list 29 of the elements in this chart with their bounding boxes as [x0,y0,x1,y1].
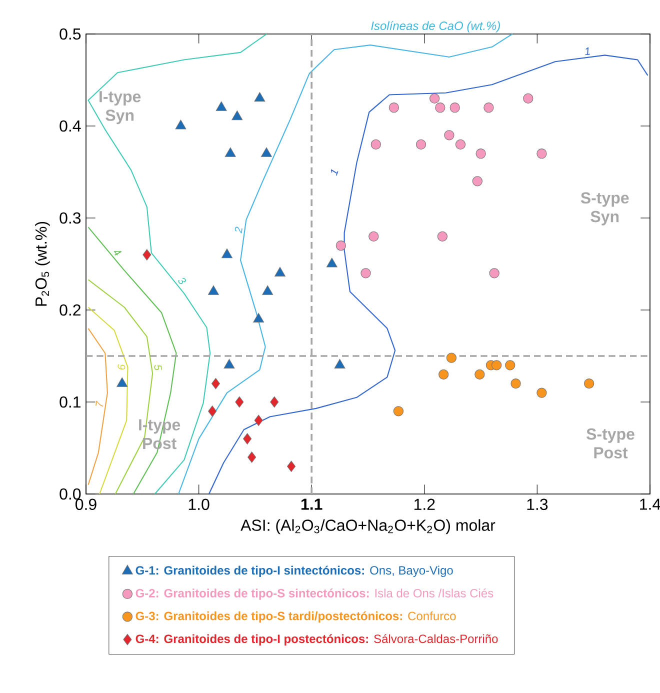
text: 1 [585,47,590,56]
y-tick-label: 0.2 [60,304,80,316]
legend-label: G-2: Granitoides de tipo-S sintectónicos: Isla de Ons /Islas Ciés [136,588,494,600]
text: 7 [96,400,103,407]
text: 4 [114,251,122,256]
y-tick-label: 0.0 [60,488,81,500]
annotation: I-type Syn [100,91,141,124]
x-tick-label: 0.9 [76,498,96,510]
y-tick-label: 0.4 [60,120,81,132]
x-tick-label: 1.3 [527,498,548,510]
text: 2 [234,226,242,234]
text: Isolíneas de CaO (wt.%) [371,21,500,32]
y-tick-label: 0.1 [60,396,81,408]
text: 6 [118,364,126,370]
annotation: 1 [330,169,338,176]
x-tick-label: 1.0 [188,498,210,510]
annotation: S-type Syn [580,192,629,226]
x-tick-label: 1.2 [414,498,435,510]
text: ASI: (Al$_{2}$O$_{3}$/CaO+Na$_{2}$O+K$_{2}$O) molar [240,519,496,534]
y-tick-label: 0.3 [60,212,81,224]
text: 3 [178,278,186,284]
annotation: S-type Post [586,428,634,458]
text: 5 [154,365,162,370]
legend-label: G-3: Granitoides de tipo-S tardi/postectónicos: Confurco [136,611,456,623]
legend-label: G-1: Granitoides de tipo-I sintectónicos: Ons, Bayo-Vigo [136,566,453,577]
y-axis-title: P$_{2}$O$_{5}$ (wt.%) [34,222,50,306]
x-tick-label: 1.1 [301,498,322,510]
y-tick-label: 0.5 [60,28,81,40]
legend-label: G-4: Granitoides de tipo-I postectónicos: Sálvora-Caldas-Porriño [136,634,498,646]
